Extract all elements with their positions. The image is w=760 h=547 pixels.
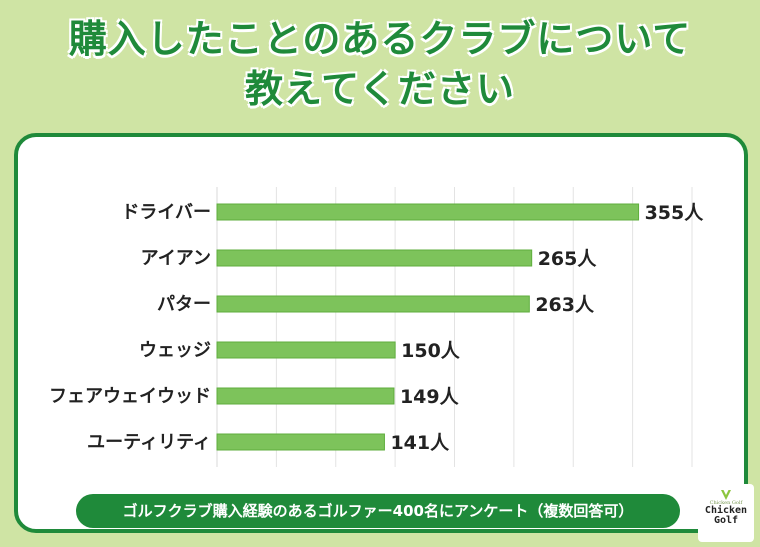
- bar: [216, 433, 385, 451]
- value-label: 141人: [390, 432, 450, 454]
- title-line-1: 購入したことのあるクラブについて: [68, 17, 692, 61]
- title-line-2: 教えてください: [245, 67, 515, 111]
- value-label: 150人: [401, 340, 461, 362]
- category-label: パター: [157, 294, 211, 315]
- value-label: 263人: [535, 294, 595, 316]
- bar: [216, 295, 530, 313]
- chicken-golf-logo: Chicken Golf Chicken Golf: [698, 484, 754, 542]
- chart-title: 購入したことのあるクラブについて 教えてください: [0, 14, 760, 114]
- category-label: フェアウェイウッド: [49, 386, 211, 407]
- bar: [216, 387, 395, 405]
- bar: [216, 341, 396, 359]
- value-label: 265人: [538, 248, 598, 270]
- value-label: 149人: [400, 386, 460, 408]
- survey-note: ゴルフクラブ購入経験のあるゴルファー400名にアンケート（複数回答可）: [76, 494, 680, 528]
- logo-script-text: Chicken Golf: [709, 500, 743, 506]
- bar: [216, 249, 533, 267]
- logo-word-2: Golf: [713, 515, 739, 526]
- value-label: 355人: [645, 202, 705, 224]
- category-label: ドライバー: [121, 202, 211, 223]
- category-label: ウェッジ: [139, 340, 211, 361]
- chart-panel: ドライバー 355人アイアン 265人パター 263人ウェッジ 150人フェアウェイウッ…: [14, 133, 748, 533]
- bar: [216, 203, 640, 221]
- logo-mark-icon: [721, 490, 731, 500]
- category-label: ユーティリティ: [87, 432, 211, 453]
- logo-word-1: Chicken: [704, 505, 748, 516]
- category-label: アイアン: [141, 248, 211, 269]
